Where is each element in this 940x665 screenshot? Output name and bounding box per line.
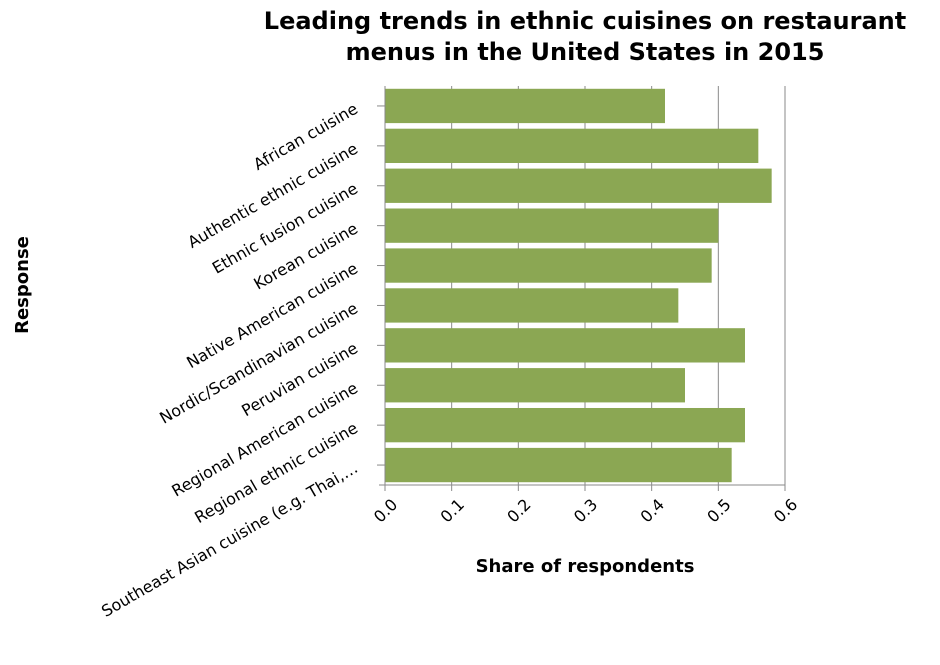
bar-9	[385, 447, 732, 483]
bar-3	[385, 208, 719, 243]
x-tick-label: 0.2	[503, 495, 534, 526]
bar-8	[385, 407, 745, 443]
x-tick-label: 0.0	[370, 495, 401, 526]
x-tick-label: 0.3	[570, 495, 601, 526]
bar-0	[385, 88, 665, 124]
bar-4	[385, 248, 712, 283]
x-tick-label: 0.1	[437, 495, 468, 526]
bar-6	[385, 328, 745, 363]
x-tick-label: 0.4	[637, 495, 668, 526]
chart-title-line-1: Leading trends in ethnic cuisines on res…	[264, 7, 906, 35]
x-tick-label: 0.5	[703, 495, 734, 526]
bar-1	[385, 128, 759, 164]
bar-7	[385, 368, 685, 403]
chart-title-line-2: menus in the United States in 2015	[346, 38, 825, 66]
x-tick-label: 0.6	[770, 495, 801, 526]
x-axis-label: Share of respondents	[476, 556, 695, 577]
bar-2	[385, 168, 772, 203]
bars	[385, 88, 772, 483]
y-tick-label: Southeast Asian cuisine (e.g. Thai,…	[98, 458, 361, 621]
y-axis-label: Response	[12, 236, 33, 334]
bar-5	[385, 288, 679, 323]
